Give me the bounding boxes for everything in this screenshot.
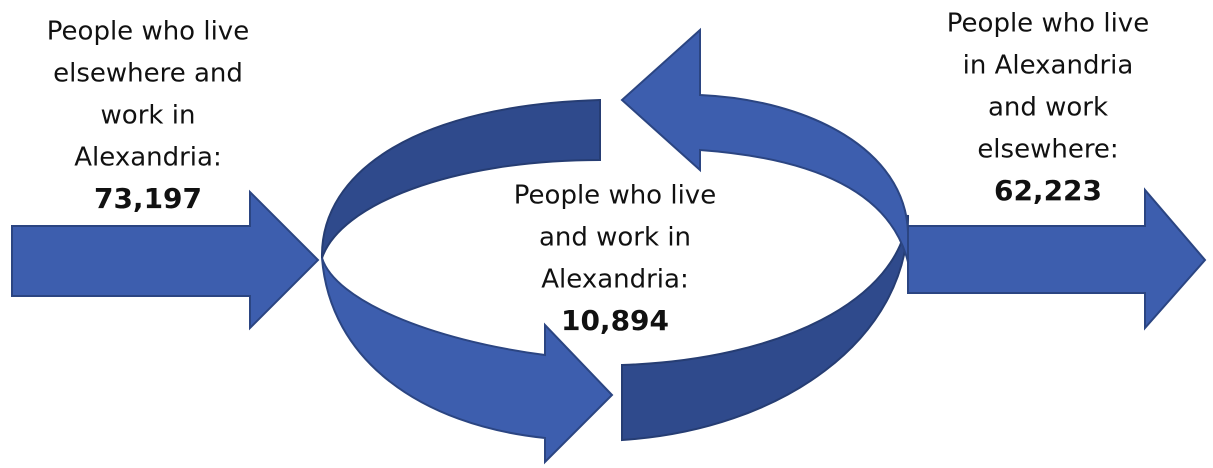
label-line: work in xyxy=(101,101,196,131)
label-line: elsewhere and xyxy=(53,59,243,89)
value-label: 62,223 xyxy=(994,174,1102,207)
label-line: elsewhere: xyxy=(977,135,1118,165)
label-line: and work xyxy=(988,93,1108,123)
ring-back-right xyxy=(620,27,909,263)
label-line: in Alexandria xyxy=(963,51,1134,81)
label-line: and work in xyxy=(539,223,691,253)
value-label: 10,894 xyxy=(561,304,669,337)
value-label: 73,197 xyxy=(94,182,202,215)
label-line: Alexandria: xyxy=(541,265,688,295)
label-line: People who live xyxy=(947,9,1149,39)
label-line: Alexandria: xyxy=(74,143,221,173)
ring-front-left xyxy=(321,257,614,465)
label-line: People who live xyxy=(514,181,716,211)
inbound-arrow xyxy=(11,189,320,331)
outbound-arrow xyxy=(907,187,1207,331)
label-line: People who live xyxy=(47,17,249,47)
